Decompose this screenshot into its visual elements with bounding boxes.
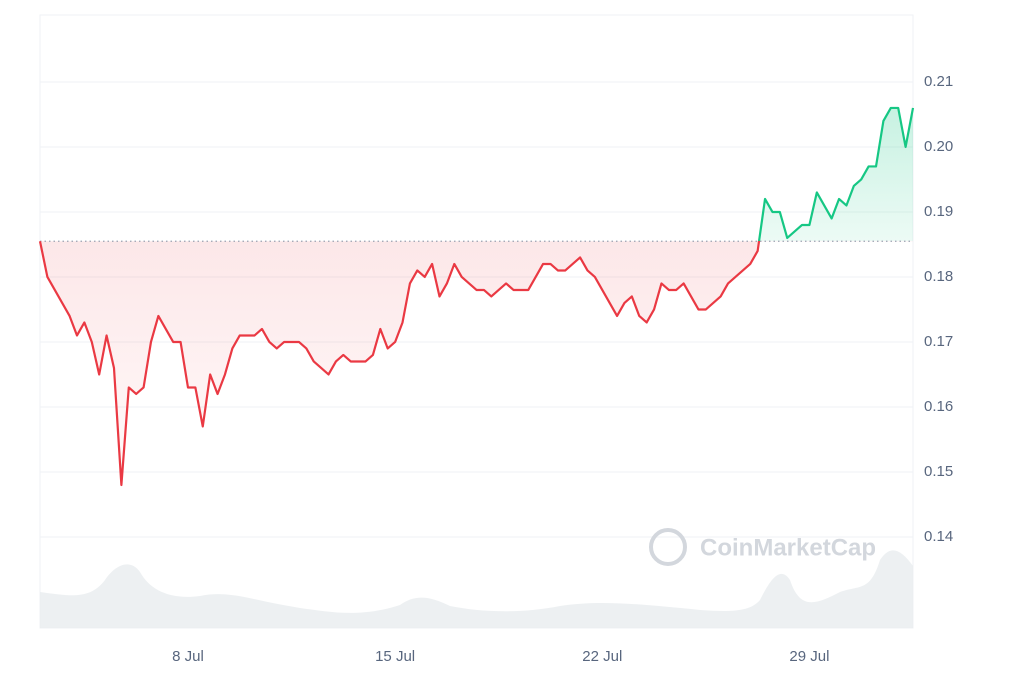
y-tick-label: 0.20: [924, 138, 953, 155]
data-layer: [38, 106, 915, 487]
y-tick-label: 0.21: [924, 73, 953, 90]
y-tick-label: 0.14: [924, 528, 953, 545]
y-tick-label: 0.15: [924, 463, 953, 480]
x-tick-label: 8 Jul: [172, 648, 204, 665]
y-tick-label: 0.18: [924, 268, 953, 285]
price-line: [38, 106, 915, 487]
x-tick-label: 22 Jul: [582, 648, 622, 665]
watermark-logo: [649, 528, 687, 566]
x-tick-label: 15 Jul: [375, 648, 415, 665]
price-area: [40, 107, 913, 485]
y-tick-label: 0.19: [924, 203, 953, 220]
x-tick-label: 29 Jul: [789, 648, 829, 665]
y-tick-label: 0.17: [924, 333, 953, 350]
y-tick-label: 0.16: [924, 398, 953, 415]
volume-area: [40, 550, 913, 628]
watermark: CoinMarketCap: [700, 534, 876, 561]
